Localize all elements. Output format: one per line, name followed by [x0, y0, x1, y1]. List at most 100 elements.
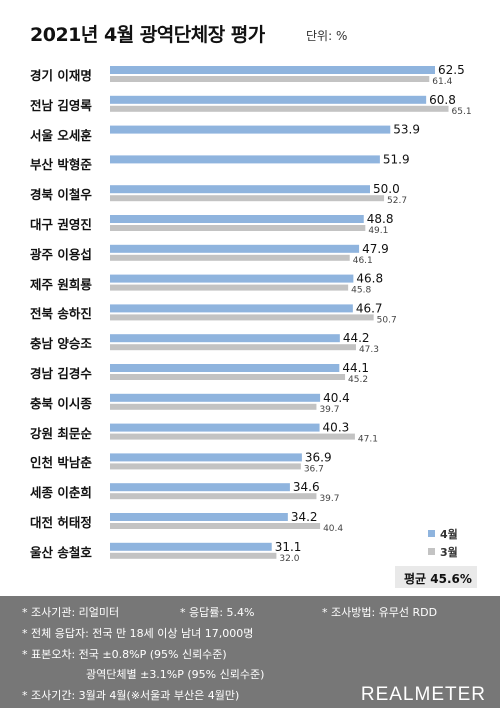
data-label-april: 51.9 — [383, 152, 410, 166]
footer-error-national: * 표본오차: 전국 ±0.8%P (95% 신뢰수준) — [22, 648, 227, 661]
category-label: 광주 이용섭 — [30, 246, 92, 262]
data-label-april: 34.2 — [291, 510, 318, 524]
footer-error-regional: 광역단체별 ±3.1%P (95% 신뢰수준) — [86, 668, 265, 681]
bar-april — [110, 95, 427, 104]
bar-april — [110, 215, 364, 223]
category-label: 제주 원희룡 — [30, 276, 92, 292]
average-box — [395, 566, 477, 588]
chart-title: 2021년 4월 광역단체장 평가 — [30, 24, 265, 46]
legend-march-label: 3월 — [440, 546, 458, 559]
category-label: 세종 이춘희 — [30, 485, 92, 501]
footer-method: * 조사방법: 유무선 RDD — [322, 606, 438, 619]
bar-april — [110, 542, 272, 551]
bar-march — [110, 225, 366, 231]
data-label-april: 36.9 — [305, 450, 332, 464]
bars-svg: 62.561.4 60.865.1 53.9 51.9 50.052.7 48.849.1… — [110, 63, 472, 564]
data-label-april: 60.8 — [429, 93, 456, 107]
bar-april — [110, 244, 360, 253]
data-label-march: 47.1 — [358, 435, 378, 445]
data-label-april: 46.7 — [356, 301, 383, 315]
bar-march — [110, 403, 317, 410]
data-label-march: 52.7 — [387, 196, 407, 206]
legend-april-swatch — [428, 530, 435, 537]
category-label: 부산 박형준 — [30, 157, 92, 173]
category-label: 강원 최문순 — [30, 425, 92, 441]
bar-march — [110, 76, 430, 82]
unit-label: 단위: % — [306, 29, 348, 43]
bar-april — [110, 274, 354, 283]
category-label: 울산 송철호 — [30, 544, 92, 560]
category-label: 충남 양승조 — [30, 336, 92, 352]
bar-march — [110, 105, 449, 112]
data-label-april: 44.2 — [343, 331, 370, 345]
category-label: 경기 이재명 — [30, 68, 92, 83]
legend-march-swatch — [428, 548, 435, 555]
category-label: 전남 김영록 — [30, 97, 92, 113]
bar-april — [110, 423, 320, 432]
data-label-april: 53.9 — [393, 123, 420, 137]
footer-response-rate: * 응답률: 5.4% — [180, 606, 255, 619]
category-label: 대전 허태정 — [30, 515, 92, 530]
realmeter-logo: REALMETER — [360, 684, 486, 705]
data-label-april: 31.1 — [275, 540, 302, 554]
category-label: 인천 박남춘 — [30, 455, 92, 471]
data-label-march: 45.8 — [351, 286, 371, 296]
legend-april-label: 4월 — [440, 528, 458, 541]
data-label-april: 62.5 — [438, 63, 465, 77]
bar-april — [110, 453, 302, 462]
bar-april — [110, 334, 340, 343]
data-label-march: 61.4 — [432, 77, 452, 87]
data-label-march: 32.0 — [279, 554, 299, 564]
bar-april — [110, 125, 391, 134]
bar-march — [110, 195, 385, 202]
bar-april — [110, 304, 353, 313]
bar-march — [110, 552, 277, 559]
category-label: 경남 김경수 — [30, 366, 92, 381]
bar-march — [110, 344, 356, 351]
footer-agency: * 조사기관: 리얼미터 — [22, 606, 120, 619]
category-label: 전북 송하진 — [30, 306, 92, 322]
bar-april — [110, 513, 288, 521]
footer-respondents: * 전체 응답자: 전국 만 18세 이상 남녀 17,000명 — [22, 627, 254, 640]
footer — [0, 596, 500, 708]
data-label-april: 40.4 — [323, 391, 350, 405]
data-label-march: 40.4 — [323, 524, 343, 534]
category-label: 경북 이철우 — [30, 187, 92, 203]
data-label-april: 50.0 — [373, 182, 400, 196]
bar-april — [110, 393, 321, 402]
bar-april — [110, 185, 370, 194]
average-label: 평균 45.6% — [404, 572, 472, 586]
data-label-march: 47.3 — [359, 345, 379, 355]
bar-march — [110, 493, 317, 500]
data-label-april: 34.6 — [293, 480, 320, 494]
bar-march — [110, 314, 374, 321]
data-label-march: 50.7 — [377, 315, 397, 325]
bar-april — [110, 364, 340, 372]
bar-march — [110, 284, 349, 291]
data-label-march: 36.7 — [304, 464, 324, 474]
data-label-april: 46.8 — [356, 272, 383, 286]
data-label-march: 45.2 — [348, 375, 368, 385]
footer-period: * 조사기간: 3월과 4월(※서울과 부산은 4월만) — [22, 689, 240, 702]
data-label-april: 47.9 — [362, 242, 389, 256]
bar-march — [110, 523, 321, 529]
bar-april — [110, 155, 380, 164]
bar-march — [110, 433, 355, 440]
bar-chart: 62.5 61.4 60.8 65.1 53.9 51.9 50.0 52.7 48.8 49.1… — [30, 63, 472, 564]
data-label-april: 48.8 — [367, 212, 394, 226]
data-label-march: 65.1 — [452, 107, 472, 117]
data-label-march: 46.1 — [353, 256, 373, 266]
bar-march — [110, 374, 346, 380]
data-label-april: 44.1 — [342, 361, 369, 375]
data-label-march: 39.7 — [319, 405, 339, 415]
bar-april — [110, 483, 290, 492]
data-label-march: 39.7 — [319, 494, 339, 504]
category-label: 충북 이시종 — [30, 395, 92, 411]
category-label: 서울 오세훈 — [30, 127, 92, 143]
bar-march — [110, 463, 301, 470]
bar-march — [110, 254, 350, 261]
category-label: 대구 권영진 — [30, 217, 92, 232]
data-label-april: 40.3 — [323, 421, 350, 435]
data-label-march: 49.1 — [368, 226, 388, 236]
